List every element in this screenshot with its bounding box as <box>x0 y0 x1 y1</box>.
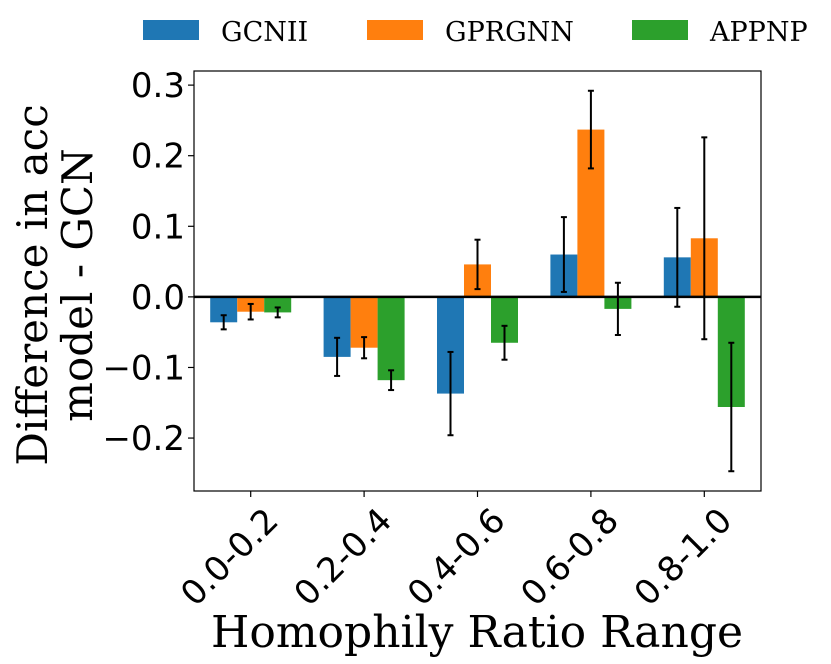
y-tick-label: 0.1 <box>131 207 185 247</box>
legend-swatch-gprgnn <box>367 20 423 40</box>
plot-area: 0.3 0.2 0.1 0.0 −0.1 −0.2 0.0-0.2 0.2-0.4 0.4-0.… <box>102 66 762 614</box>
legend-label-gprgnn: GPRGNN <box>445 17 574 48</box>
y-tick-label: −0.2 <box>102 419 185 459</box>
y-tick-label: 0.0 <box>131 278 185 318</box>
bar-appnp-0.0-0.2 <box>264 296 292 313</box>
bar-appnp-0.2-0.4 <box>377 296 405 381</box>
x-tick-label: 0.8-1.0 <box>627 501 740 614</box>
y-axis-title: Difference in acc model - GCN <box>8 104 102 465</box>
x-axis-title: Homophily Ratio Range <box>211 607 743 658</box>
x-tick-label: 0.4-0.6 <box>400 501 513 614</box>
y-tick-label: 0.3 <box>131 66 185 106</box>
x-tick-label: 0.0-0.2 <box>173 501 286 614</box>
legend-swatch-gcnii <box>143 20 199 40</box>
legend: GCNII GPRGNN APPNP <box>143 17 808 48</box>
legend-label-gcnii: GCNII <box>221 17 308 48</box>
legend-label-appnp: APPNP <box>709 17 808 48</box>
y-axis-title-line2: model - GCN <box>53 148 102 422</box>
x-tick-label: 0.6-0.8 <box>513 501 626 614</box>
x-tick-label: 0.2-0.4 <box>287 501 400 614</box>
legend-swatch-appnp <box>632 20 688 40</box>
y-tick-label: −0.1 <box>102 348 185 388</box>
y-tick-label: 0.2 <box>131 137 185 177</box>
y-axis-title-line1: Difference in acc <box>8 104 57 465</box>
